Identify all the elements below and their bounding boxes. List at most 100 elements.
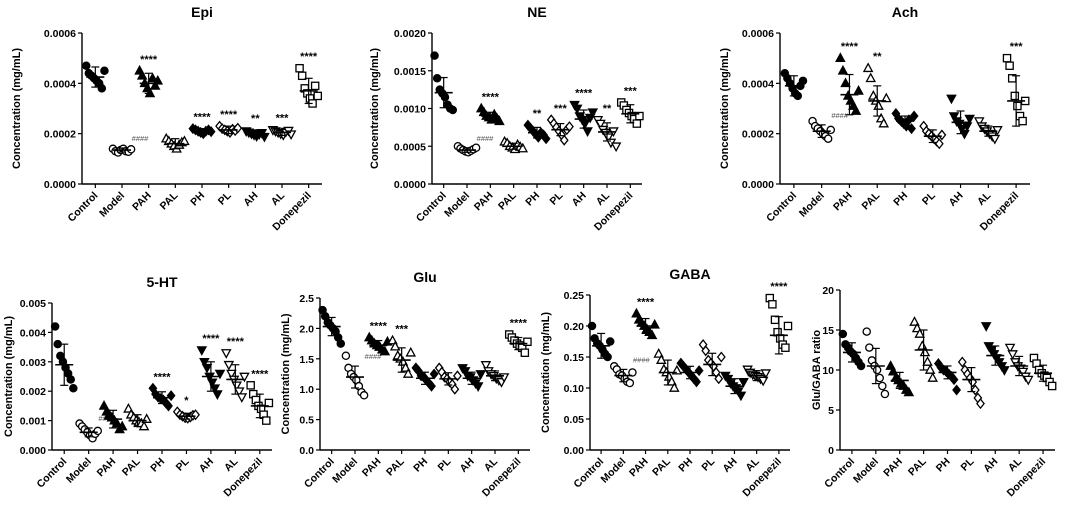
significance-hash: ####: [365, 352, 383, 361]
x-tick-label: PAH: [831, 190, 855, 214]
data-point: [565, 121, 574, 133]
data-point: [840, 77, 851, 88]
data-point: [605, 337, 615, 346]
y-axis-label: Concentration (mg/mL): [3, 316, 15, 437]
data-point: [757, 376, 769, 387]
y-tick-label: 0.0002: [742, 129, 774, 141]
data-point: [69, 384, 78, 393]
x-tick-label: PAH: [360, 456, 384, 480]
y-tick-label: 0.0000: [44, 179, 76, 191]
data-point: [952, 384, 962, 396]
data-point: [166, 390, 176, 402]
x-tick-label: AL: [482, 455, 501, 474]
data-point: [571, 104, 583, 115]
data-point: [957, 356, 967, 368]
data-point: [826, 125, 836, 135]
data-point: [136, 69, 148, 80]
significance-stars: ***: [276, 112, 290, 124]
data-point: [701, 345, 711, 357]
significance-stars: ****: [220, 109, 238, 121]
y-tick-label: 0.0006: [44, 28, 76, 40]
y-tick-label: 0.005: [20, 298, 46, 310]
data-point: [430, 51, 439, 60]
data-point: [862, 327, 871, 336]
chart-title: 5-HT: [146, 274, 178, 290]
x-tick-label: PAL: [384, 455, 407, 478]
data-point: [922, 356, 933, 366]
data-point: [1010, 91, 1020, 101]
data-point: [199, 357, 210, 368]
data-point: [297, 71, 307, 81]
y-tick-label: 0.0020: [394, 28, 426, 40]
data-point: [959, 129, 970, 140]
x-tick-label: Model: [64, 456, 94, 486]
significance-stars: ****: [575, 88, 593, 100]
data-point: [226, 369, 237, 380]
data-point: [209, 384, 221, 395]
data-point: [100, 66, 109, 76]
data-point: [147, 72, 158, 83]
data-point: [924, 364, 936, 374]
x-tick-label: PL: [174, 455, 192, 473]
data-point: [582, 127, 593, 138]
data-point: [81, 61, 91, 70]
data-point: [341, 351, 351, 361]
data-point: [714, 373, 724, 385]
data-point: [853, 85, 864, 95]
data-point: [865, 343, 874, 352]
x-tick-label: AH: [241, 190, 260, 209]
data-point: [310, 81, 320, 91]
data-point: [440, 92, 450, 102]
data-point: [694, 365, 704, 377]
data-point: [201, 363, 213, 374]
y-axis-label: Glu/GABA ratio: [811, 330, 823, 411]
data-point: [494, 115, 505, 126]
y-tick-label: 0: [828, 445, 834, 457]
chart-panel-0: Epi 0.0000 0.0002 0.0004 0.0006 Concentration…: [11, 4, 323, 233]
data-point: [1022, 375, 1034, 386]
y-tick-label: 0.003: [20, 357, 46, 369]
x-tick-label: PAL: [496, 189, 519, 212]
significance-stars: ***: [554, 103, 568, 115]
y-tick-label: 0.0000: [742, 179, 774, 191]
data-point: [878, 117, 890, 128]
significance-stars: ****: [637, 297, 655, 309]
y-axis-label: Concentration (mg/mL): [280, 313, 292, 434]
data-point: [823, 134, 833, 143]
data-point: [587, 321, 597, 331]
x-tick-label: PAL: [860, 189, 883, 212]
data-point: [559, 134, 569, 146]
y-tick-label: 15: [822, 325, 834, 337]
y-tick-label: 0.20: [564, 321, 585, 333]
x-tick-label: PAH: [472, 190, 496, 214]
data-point: [980, 322, 992, 332]
y-axis-label: Concentration (mg/mL): [540, 312, 552, 433]
data-point: [914, 328, 926, 338]
data-point: [116, 420, 128, 431]
data-point: [402, 368, 414, 378]
chart-title: Ach: [892, 4, 918, 20]
y-tick-label: 2.0: [299, 323, 314, 335]
data-point: [989, 134, 1001, 145]
data-point: [628, 368, 637, 377]
x-tick-label: AL: [594, 189, 613, 208]
data-point: [429, 368, 439, 380]
x-tick-label: AH: [570, 190, 589, 209]
y-tick-label: 0.00: [564, 445, 585, 457]
data-point: [716, 351, 726, 363]
data-point: [206, 126, 216, 138]
data-point: [587, 108, 599, 119]
x-tick-label: AH: [981, 456, 1000, 475]
x-tick-label: PAH: [627, 456, 651, 480]
data-point: [934, 138, 944, 150]
data-point: [264, 398, 274, 408]
significance-stars: **: [533, 108, 542, 120]
data-point: [1013, 101, 1022, 111]
significance-stars: ***: [1010, 41, 1024, 53]
x-tick-label: PL: [435, 455, 453, 473]
data-point: [907, 123, 916, 135]
chart-title: GABA: [669, 266, 710, 282]
y-tick-label: 0.000: [20, 445, 46, 457]
x-tick-label: PH: [411, 456, 430, 475]
